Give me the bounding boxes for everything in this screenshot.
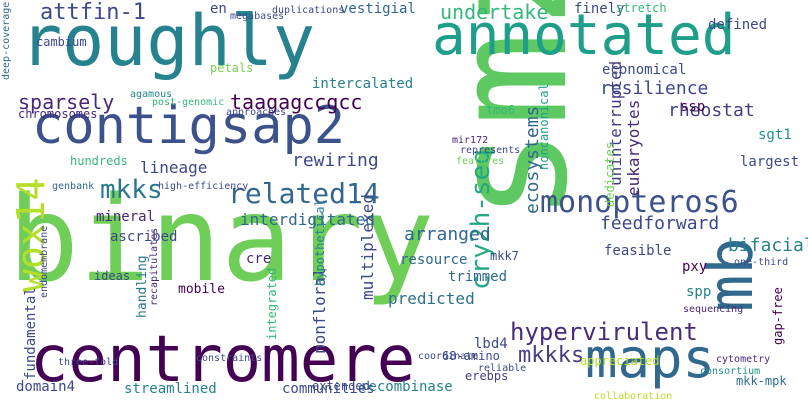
word: domain4 bbox=[16, 379, 76, 395]
word: intercalated bbox=[312, 76, 414, 92]
word: rheostat bbox=[668, 100, 755, 121]
word: petals bbox=[210, 61, 254, 75]
word: fundamental bbox=[23, 287, 39, 380]
word: maps bbox=[585, 327, 716, 390]
word: arranged bbox=[404, 224, 491, 245]
word: reliable bbox=[478, 363, 527, 374]
word: mkk7 bbox=[490, 249, 519, 263]
word: features bbox=[456, 156, 505, 167]
word: mineral bbox=[96, 209, 156, 225]
word: economical bbox=[602, 62, 687, 78]
word: feedforward bbox=[600, 213, 720, 234]
word: mir172 bbox=[452, 135, 489, 146]
word: communities bbox=[282, 381, 375, 397]
word: interdigitated bbox=[240, 210, 375, 229]
word: extended bbox=[312, 379, 370, 393]
word: pxy bbox=[682, 259, 708, 275]
word: agamous bbox=[130, 89, 173, 100]
word: post-genomic bbox=[152, 97, 225, 108]
word: appreciated bbox=[580, 354, 660, 368]
word: lbd4 bbox=[474, 336, 508, 352]
word: three-fold bbox=[58, 357, 119, 368]
word: consortium bbox=[700, 366, 761, 377]
word: bifacial bbox=[728, 235, 808, 256]
word: contigsap2 bbox=[32, 96, 346, 156]
word: noncanonical bbox=[537, 83, 551, 170]
word: feasible bbox=[604, 243, 672, 259]
word: annotated bbox=[432, 3, 736, 68]
word: mkkks bbox=[518, 343, 585, 368]
word: megabases bbox=[230, 11, 285, 22]
word: sgt1 bbox=[758, 127, 792, 143]
word: cytometry bbox=[716, 354, 771, 365]
word: attfin-1 bbox=[40, 0, 146, 25]
word: eukaryotes bbox=[624, 99, 643, 196]
word: one-third bbox=[734, 257, 789, 268]
word: trimmed bbox=[448, 269, 508, 285]
word: high-efficiency bbox=[158, 181, 249, 192]
word: lineage bbox=[140, 158, 208, 177]
word: cambium bbox=[36, 35, 87, 49]
word: streamlined bbox=[124, 381, 217, 397]
word: gap-free bbox=[771, 287, 785, 345]
word: dedicates bbox=[603, 141, 617, 207]
word: hypothetical bbox=[313, 199, 327, 286]
word: 68-amino bbox=[442, 349, 500, 363]
word: resource bbox=[400, 252, 468, 268]
word: largest bbox=[740, 154, 800, 170]
word: monopteros6 bbox=[540, 185, 739, 220]
word: integrated bbox=[265, 267, 279, 340]
word: predicted bbox=[388, 289, 475, 308]
word: related14 bbox=[228, 177, 380, 210]
word: defined bbox=[708, 17, 768, 33]
word: represents bbox=[460, 145, 521, 156]
word: endomembrane bbox=[39, 225, 50, 298]
word: sequencing bbox=[683, 304, 744, 315]
word: rewiring bbox=[292, 150, 379, 171]
word: undertake bbox=[440, 0, 549, 24]
word: constraints bbox=[196, 353, 263, 364]
word: ssp bbox=[680, 99, 706, 115]
word: cre bbox=[246, 251, 272, 267]
word: approaches bbox=[226, 107, 287, 118]
word: hundreds bbox=[70, 154, 128, 168]
word: coordinate bbox=[418, 351, 479, 362]
word: resilience bbox=[600, 78, 709, 99]
word: en bbox=[210, 1, 227, 17]
word: recapitulates bbox=[149, 227, 160, 306]
word: mkk-mpk bbox=[736, 374, 787, 388]
word: binary bbox=[8, 170, 435, 308]
word: taagagccgcc bbox=[230, 90, 363, 114]
word: stretch bbox=[616, 1, 667, 15]
word: vestigial bbox=[340, 1, 416, 17]
word: mkks bbox=[100, 175, 163, 205]
word: roughly bbox=[20, 0, 316, 82]
word: handling bbox=[135, 255, 150, 318]
word: sparsely bbox=[18, 90, 115, 114]
word: ideas bbox=[94, 269, 131, 283]
word: tmo6 bbox=[486, 103, 515, 117]
word: finely bbox=[574, 1, 625, 17]
word: multiplexed bbox=[358, 194, 377, 300]
word: hypervirulent bbox=[510, 318, 698, 346]
word: recombinase bbox=[360, 379, 453, 395]
word: mobile bbox=[178, 282, 225, 297]
word: centromere bbox=[30, 323, 416, 397]
word: collaboration bbox=[594, 391, 673, 402]
word: duplications bbox=[272, 5, 345, 16]
word: erebps bbox=[465, 369, 509, 383]
word: genbank bbox=[52, 181, 95, 192]
word: spp bbox=[686, 284, 712, 300]
word: deep-coverage bbox=[1, 1, 12, 80]
word: chromosomes bbox=[18, 107, 98, 121]
word: ascribed bbox=[110, 229, 178, 245]
